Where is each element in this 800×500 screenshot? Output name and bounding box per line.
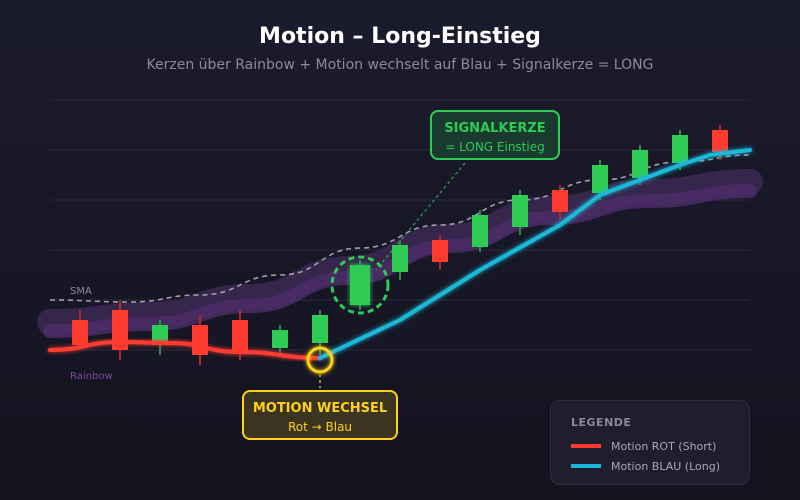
candle [432,235,448,270]
legend-label: Motion ROT (Short) [611,439,717,453]
signal-candle-callout: SIGNALKERZE = LONG Einstieg [430,110,560,160]
legend-title: LEGENDE [571,416,632,429]
legend-item-motion-red: Motion ROT (Short) [571,439,716,453]
legend: LEGENDE Motion ROT (Short) Motion BLAU (… [550,400,750,485]
motion-change-callout: MOTION WECHSEL Rot → Blau [242,390,398,440]
signal-callout-text: = LONG Einstieg [445,140,545,154]
candle [72,310,88,350]
chart-subtitle: Kerzen über Rainbow + Motion wechselt au… [146,57,654,73]
signal-callout-title: SIGNALKERZE [444,121,546,136]
sma-label: SMA [70,286,92,297]
rainbow-label: Rainbow [70,371,113,382]
blue-swatch-icon [571,464,601,468]
candle [392,240,408,280]
signal-candle-marker [330,255,390,315]
candle [552,185,568,220]
motion-callout-text: Rot → Blau [287,420,353,434]
candle [512,190,528,235]
legend-item-motion-blue: Motion BLAU (Long) [571,459,720,473]
motion-callout-title: MOTION WECHSEL [252,401,388,416]
candle [152,320,168,355]
motion-change-marker [306,346,334,374]
signal-pointer [375,162,466,271]
signal-candle [350,260,370,310]
legend-label: Motion BLAU (Long) [611,459,720,473]
chart-title: Motion – Long-Einstieg [259,24,541,49]
red-swatch-icon [571,444,601,448]
candle [272,325,288,355]
motion-blue-line [318,148,752,360]
candle [472,210,488,252]
motion-red-line [48,339,322,360]
candle [112,300,128,360]
